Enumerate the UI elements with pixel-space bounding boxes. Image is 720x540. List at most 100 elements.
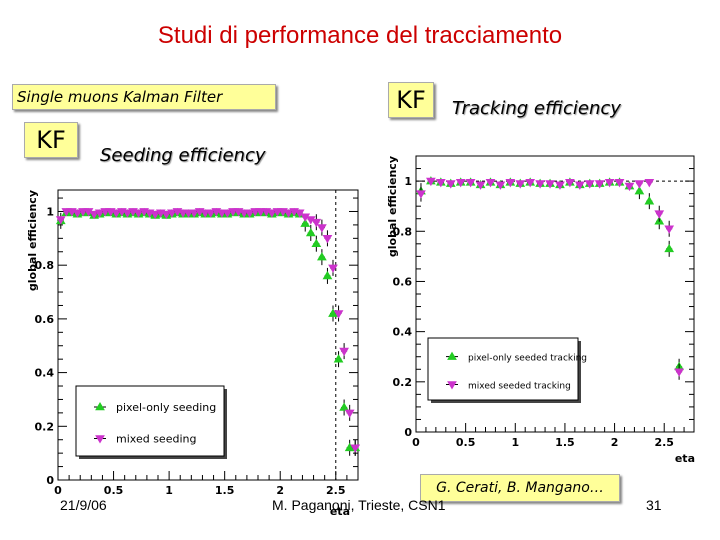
data-point-mixed <box>89 210 99 220</box>
kf-left-text: KF <box>36 126 66 154</box>
data-point-mixed <box>515 180 526 189</box>
x-tick-label: 2 <box>611 436 619 449</box>
x-tick-label: 1.5 <box>555 436 575 449</box>
x-tick-label: 2 <box>276 484 284 497</box>
data-point-mixed <box>485 179 496 188</box>
x-tick-label: 2.5 <box>326 484 346 497</box>
legend-label: pixel-only seeding <box>116 401 216 414</box>
legend-label: mixed seeded tracking <box>468 382 571 392</box>
data-point-mixed <box>565 179 575 188</box>
y-axis-label: global efficiency <box>26 190 39 291</box>
data-point-mixed <box>111 209 122 218</box>
data-point-mixed <box>535 180 545 189</box>
x-tick-label: 1.5 <box>215 484 235 497</box>
x-tick-label: 1 <box>165 484 173 497</box>
credits-box: G. Cerati, B. Mangano… <box>420 474 620 502</box>
y-tick-label: 0.2 <box>393 376 413 389</box>
data-point-pixel-only <box>300 218 311 227</box>
data-point-pixel-only <box>328 308 338 317</box>
y-tick-label: 0.4 <box>35 367 55 380</box>
data-point-mixed <box>267 209 277 218</box>
data-point-mixed <box>594 180 605 189</box>
seeding-caption: Seeding efficiency <box>100 145 266 166</box>
data-point-pixel-only <box>644 196 655 205</box>
data-point-pixel-only <box>305 227 316 237</box>
data-point-mixed <box>664 225 675 234</box>
data-point-mixed <box>604 179 615 188</box>
x-tick-label: 0.5 <box>456 436 476 449</box>
data-point-mixed <box>328 264 338 273</box>
y-tick-label: 1 <box>46 205 54 218</box>
tracking-caption: Tracking efficiency <box>452 98 621 119</box>
data-point-mixed <box>55 216 66 225</box>
data-point-mixed <box>574 181 585 190</box>
credits-text: G. Cerati, B. Mangano… <box>436 480 604 496</box>
data-point-mixed <box>161 210 172 220</box>
data-point-mixed <box>674 368 684 377</box>
data-point-mixed <box>222 209 233 218</box>
data-point-mixed <box>416 190 426 199</box>
data-point-mixed <box>294 209 305 218</box>
y-tick-label: 0.8 <box>35 259 55 272</box>
legend-box <box>75 385 225 457</box>
kf-right-text: KF <box>396 86 426 114</box>
data-point-mixed <box>344 409 355 418</box>
data-point-mixed <box>555 181 565 190</box>
x-tick-label: 2.5 <box>654 436 674 449</box>
data-point-pixel-only <box>322 270 333 280</box>
data-point-mixed <box>339 347 349 357</box>
data-point-mixed <box>317 224 327 233</box>
x-tick-label: 0.5 <box>104 484 124 497</box>
data-point-mixed <box>455 179 466 188</box>
data-point-mixed <box>311 218 322 228</box>
data-point-mixed <box>545 180 555 189</box>
data-point-mixed <box>322 235 333 244</box>
kf-right-box: KF <box>388 82 434 118</box>
data-point-mixed <box>94 209 105 218</box>
footer-date: 21/9/06 <box>60 497 107 513</box>
data-point-mixed <box>445 180 456 189</box>
data-point-mixed <box>644 179 655 188</box>
y-tick-label: 1 <box>404 175 412 188</box>
data-point-mixed <box>167 209 177 218</box>
data-point-mixed <box>634 180 645 189</box>
data-point-mixed <box>505 179 516 188</box>
data-point-pixel-only <box>311 238 322 248</box>
single-muons-text: Single muons Kalman Filter <box>17 88 223 106</box>
x-axis-label: eta <box>330 505 350 518</box>
y-tick-label: 0.6 <box>393 275 413 288</box>
data-point-mixed <box>426 177 436 187</box>
data-point-pixel-only <box>317 252 327 261</box>
data-point-pixel-only <box>664 243 675 253</box>
data-point-mixed <box>654 210 665 219</box>
y-tick-label: 0 <box>46 474 54 487</box>
data-point-mixed <box>584 180 595 189</box>
footer-page-number: 31 <box>646 497 662 513</box>
legend-marker <box>447 351 457 360</box>
data-point-mixed <box>72 209 83 218</box>
legend-label: pixel-only seeded tracking <box>468 354 587 364</box>
data-point-mixed <box>333 310 344 319</box>
data-point-mixed <box>495 181 506 190</box>
seeding-efficiency-chart: 0 0.2 0.4 0.6 0.8 1 0 0.5 1 1.5 2 2.5 eta global effi… <box>26 189 361 518</box>
y-tick-label: 0.2 <box>35 420 55 433</box>
data-point-mixed <box>244 209 255 218</box>
legend-marker <box>95 435 105 444</box>
legend-marker <box>95 402 105 411</box>
data-point-mixed <box>205 209 216 218</box>
footer-author: M. Paganoni, Trieste, CSN1 <box>272 497 446 513</box>
x-tick-label: 1 <box>511 436 519 449</box>
data-point-pixel-only <box>634 186 645 195</box>
kf-left-box: KF <box>24 122 78 158</box>
y-tick-label: 0.8 <box>393 225 413 238</box>
data-point-mixed <box>624 182 635 192</box>
legend-box <box>427 337 579 401</box>
y-axis-label: global efficiency <box>386 156 399 257</box>
data-point-pixel-only <box>339 402 349 411</box>
data-point-mixed <box>283 209 294 218</box>
x-tick-label: 0 <box>412 436 420 449</box>
data-point-mixed <box>475 181 486 190</box>
data-point-mixed <box>614 179 625 188</box>
legend-label: mixed seeding <box>116 433 196 446</box>
